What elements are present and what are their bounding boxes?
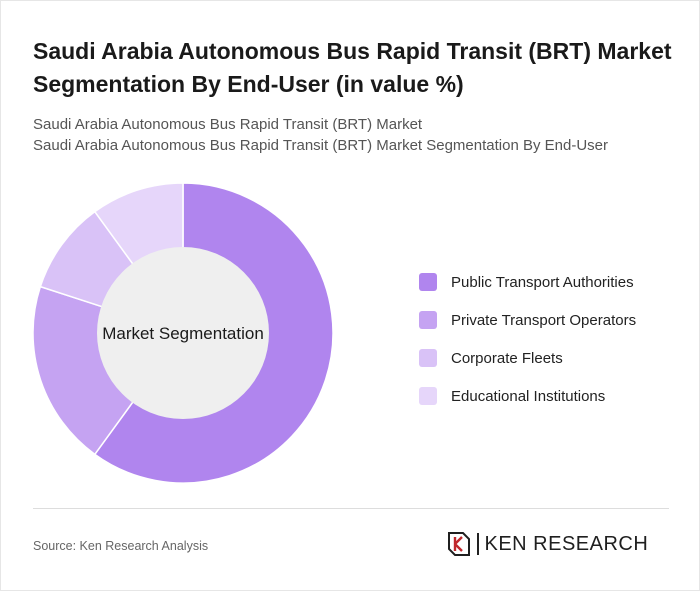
legend-item[interactable]: Corporate Fleets <box>419 339 689 377</box>
legend-item[interactable]: Educational Institutions <box>419 377 689 415</box>
logo-wordmark: KEN RESEARCH <box>484 532 649 555</box>
chart-legend: Public Transport Authorities Private Tran… <box>419 263 689 415</box>
source-note: Source: Ken Research Analysis <box>33 539 209 553</box>
ken-research-logo: KEN RESEARCH <box>447 531 648 557</box>
donut-chart: Market Segmentation <box>32 182 334 484</box>
logo-mark-icon <box>448 532 470 556</box>
legend-label: Private Transport Operators <box>451 311 637 329</box>
chart-title: Saudi Arabia Autonomous Bus Rapid Transi… <box>33 38 672 97</box>
legend-item[interactable]: Private Transport Operators <box>419 301 689 339</box>
chart-subtitle: Saudi Arabia Autonomous Bus Rapid Transi… <box>33 114 673 156</box>
legend-swatch <box>419 311 437 329</box>
legend-swatch <box>419 273 437 291</box>
legend-swatch <box>419 387 437 405</box>
subtitle-line-1: Saudi Arabia Autonomous Bus Rapid Transi… <box>33 116 423 133</box>
legend-item[interactable]: Public Transport Authorities <box>419 263 689 301</box>
legend-label: Educational Institutions <box>451 387 606 405</box>
legend-label: Public Transport Authorities <box>451 273 634 291</box>
footer-divider <box>33 508 669 509</box>
donut-hole <box>97 247 269 419</box>
legend-label: Corporate Fleets <box>451 349 563 367</box>
legend-swatch <box>419 349 437 367</box>
logo-separator <box>477 533 479 555</box>
center-label: Market Segmentation <box>102 324 264 343</box>
subtitle-line-2: Saudi Arabia Autonomous Bus Rapid Transi… <box>33 137 609 154</box>
